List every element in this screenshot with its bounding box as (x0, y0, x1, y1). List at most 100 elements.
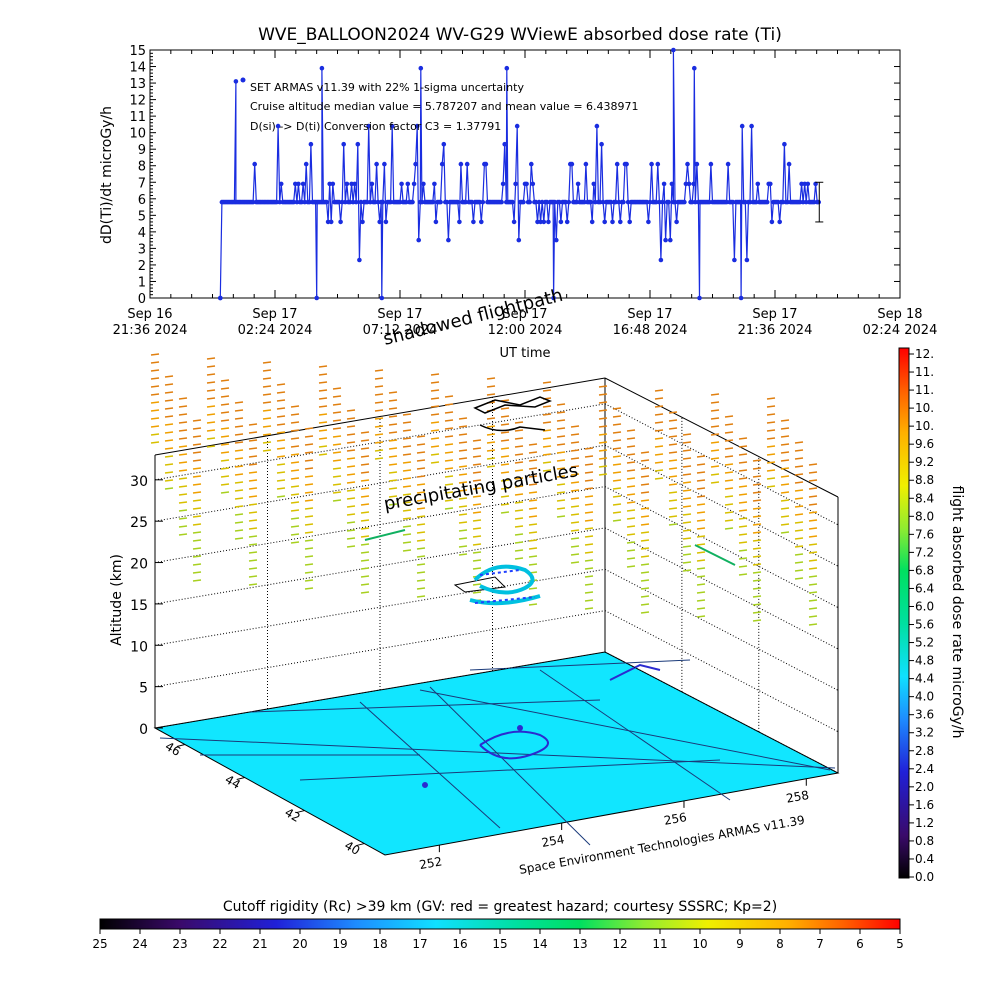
particle-tick (738, 573, 748, 576)
particle-tick (710, 417, 720, 420)
dose-rate-point (314, 295, 320, 301)
particle-tick (570, 425, 580, 428)
dose-rate-point (621, 199, 626, 205)
dose-rate-point (432, 181, 437, 187)
particle-tick (276, 495, 286, 498)
particle-tick (598, 401, 608, 404)
particle-tick (458, 513, 468, 516)
particle-tick (346, 529, 356, 532)
particle-tick (192, 515, 202, 518)
dose-rate-point (533, 199, 539, 205)
dose-rate-point (338, 219, 343, 225)
particle-tick (346, 521, 356, 524)
particle-tick (388, 407, 398, 410)
dose-rate-point (816, 199, 821, 205)
particle-tick (668, 491, 678, 494)
particle-tick (640, 483, 650, 486)
particle-tick (542, 381, 552, 384)
altitude-tick-label: 5 (139, 681, 148, 697)
particle-tick (374, 401, 384, 404)
particle-tick (248, 455, 258, 458)
particle-tick (458, 457, 468, 460)
particle-tick (346, 545, 356, 548)
particle-tick (584, 535, 594, 538)
particle-tick (794, 577, 804, 580)
particle-tick (640, 475, 650, 478)
particle-tick (430, 389, 440, 392)
particle-tick (584, 519, 594, 522)
particle-tick (780, 515, 790, 518)
particle-tick (234, 465, 244, 468)
dose-rate-point (233, 79, 239, 84)
particle-tick (220, 419, 230, 422)
particle-tick (360, 471, 370, 474)
particle-tick (570, 433, 580, 436)
particle-tick (318, 453, 328, 456)
dose-rate-point (514, 123, 520, 129)
particle-tick (360, 447, 370, 450)
particle-tick (178, 405, 188, 408)
particle-tick (640, 555, 650, 558)
particle-tick (318, 445, 328, 448)
particle-tick (388, 479, 398, 482)
particle-tick (416, 467, 426, 470)
dose-rate-point (464, 161, 470, 167)
particle-tick (304, 451, 314, 454)
particle-tick (612, 415, 622, 418)
particle-tick (626, 517, 636, 520)
particle-tick (486, 377, 496, 380)
particle-tick (500, 407, 510, 410)
particle-tick (374, 385, 384, 388)
particle-tick (388, 431, 398, 434)
dose-rate-point (291, 199, 297, 205)
particle-tick (570, 537, 580, 540)
particle-tick (724, 495, 734, 498)
particle-tick (192, 467, 202, 470)
particle-tick (276, 423, 286, 426)
particle-tick (178, 533, 188, 536)
dose-rate-point (668, 237, 673, 243)
particle-tick (150, 409, 160, 412)
particle-tick (598, 457, 608, 460)
particle-tick (808, 519, 818, 522)
particle-tick (416, 539, 426, 542)
dose-rate-point (500, 181, 506, 187)
particle-tick (206, 365, 216, 368)
dose-rate-point (538, 219, 543, 225)
particle-tick (556, 443, 566, 446)
particle-tick (192, 419, 202, 422)
particle-tick (528, 459, 538, 462)
particle-tick (556, 451, 566, 454)
top-annotations: SET ARMAS v11.39 with 22% 1-sigma uncert… (240, 77, 639, 133)
particle-tick (598, 393, 608, 396)
particle-tick (766, 429, 776, 432)
dose-rate-point (674, 219, 679, 225)
dose-colorbar-tick-label: 6.0 (915, 599, 934, 613)
particle-tick (416, 491, 426, 494)
dose-rate-point (527, 199, 532, 205)
dose-rate-point (594, 123, 600, 129)
particle-tick (640, 467, 650, 470)
dose-colorbar-ticks: 0.0 0.4 0.8 1.2 1.6 2.0 2.4 2.8 3.2 3.6 4.0 4.4 4.8 5… (909, 347, 934, 884)
particle-tick (150, 417, 160, 420)
particle-tick (318, 365, 328, 368)
particle-tick (290, 445, 300, 448)
particle-tick (290, 509, 300, 512)
rc-colorbar-tick-label: 15 (492, 937, 507, 951)
dose-rate-point (344, 181, 350, 187)
particle-tick (752, 579, 762, 582)
dose-rate-point (732, 257, 737, 263)
particle-tick (528, 563, 538, 566)
particle-tick (248, 439, 258, 442)
particle-tick (640, 459, 650, 462)
particle-tick (752, 555, 762, 558)
particle-tick (654, 421, 664, 424)
particle-tick (570, 481, 580, 484)
particle-tick (192, 507, 202, 510)
particle-tick (556, 507, 566, 510)
particle-tick (514, 429, 524, 432)
particle-tick (598, 449, 608, 452)
particle-tick (682, 505, 692, 508)
particle-tick (724, 503, 734, 506)
particle-tick (248, 447, 258, 450)
